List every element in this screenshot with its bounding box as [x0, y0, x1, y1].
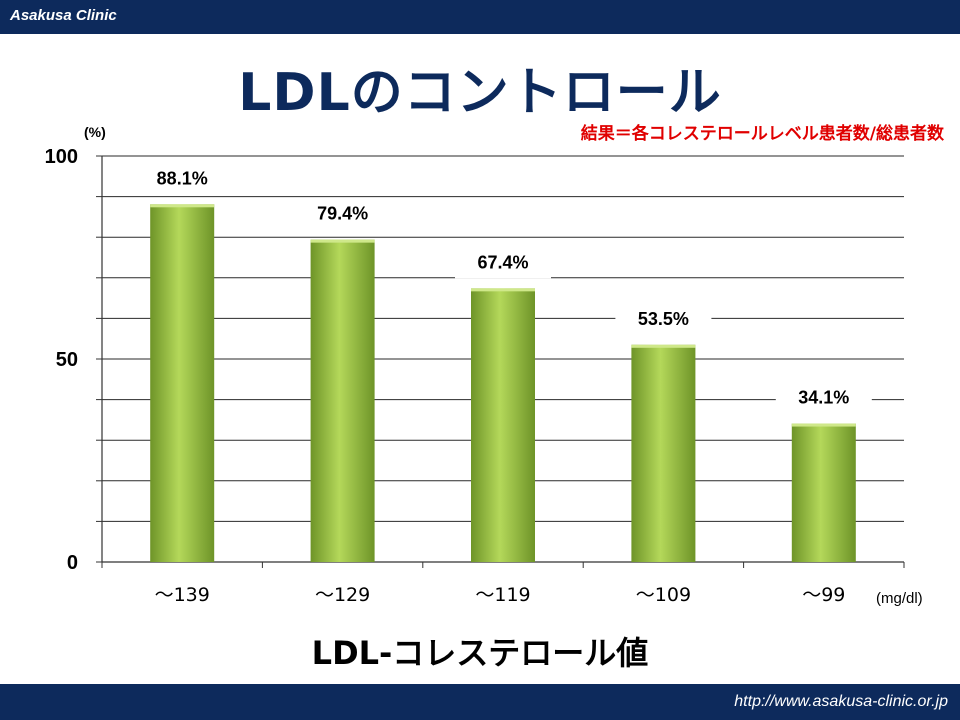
- bar-top-highlight: [150, 204, 215, 208]
- data-label-background: [294, 197, 391, 230]
- x-axis-title: LDL-コレステロール値: [311, 634, 649, 672]
- category-label: ～119: [475, 584, 530, 606]
- site-url: http://www.asakusa-clinic.or.jp: [734, 693, 948, 710]
- bar: [310, 239, 375, 563]
- y-tick-label: 50: [56, 349, 78, 371]
- chart-subtitle: 結果＝各コレステロールレベル患者数/総患者数: [580, 124, 944, 144]
- footer-bar: http://www.asakusa-clinic.or.jp: [0, 684, 960, 720]
- data-label-background: [134, 162, 231, 195]
- y-tick-label: 100: [45, 146, 78, 168]
- y-tick-label: 0: [67, 552, 78, 574]
- category-label: ～129: [315, 584, 370, 606]
- chart-title: LDLのコントロール: [238, 63, 722, 123]
- y-axis-unit: (%): [84, 124, 106, 140]
- x-axis-unit: (mg/dl): [876, 590, 923, 607]
- bar-top-highlight: [310, 239, 375, 243]
- data-label: 34.1%: [798, 388, 849, 408]
- category-label: ～139: [155, 584, 210, 606]
- data-label-background: [775, 381, 872, 414]
- bar-top-highlight: [471, 288, 535, 292]
- data-label: 79.4%: [317, 204, 368, 224]
- data-label: 53.5%: [638, 309, 689, 329]
- data-label-background: [455, 246, 551, 279]
- data-label: 67.4%: [477, 252, 528, 272]
- clinic-name: Asakusa Clinic: [10, 7, 117, 24]
- bar-top-highlight: [631, 344, 696, 348]
- data-label-background: [615, 302, 712, 335]
- data-label: 88.1%: [157, 168, 208, 188]
- bar: [471, 288, 535, 562]
- category-label: ～99: [802, 584, 845, 606]
- bar: [631, 344, 696, 562]
- bar: [150, 204, 215, 562]
- category-label: ～109: [636, 584, 691, 606]
- bar-top-highlight: [791, 423, 856, 427]
- bar: [791, 423, 856, 562]
- header-bar: Asakusa Clinic: [0, 0, 960, 34]
